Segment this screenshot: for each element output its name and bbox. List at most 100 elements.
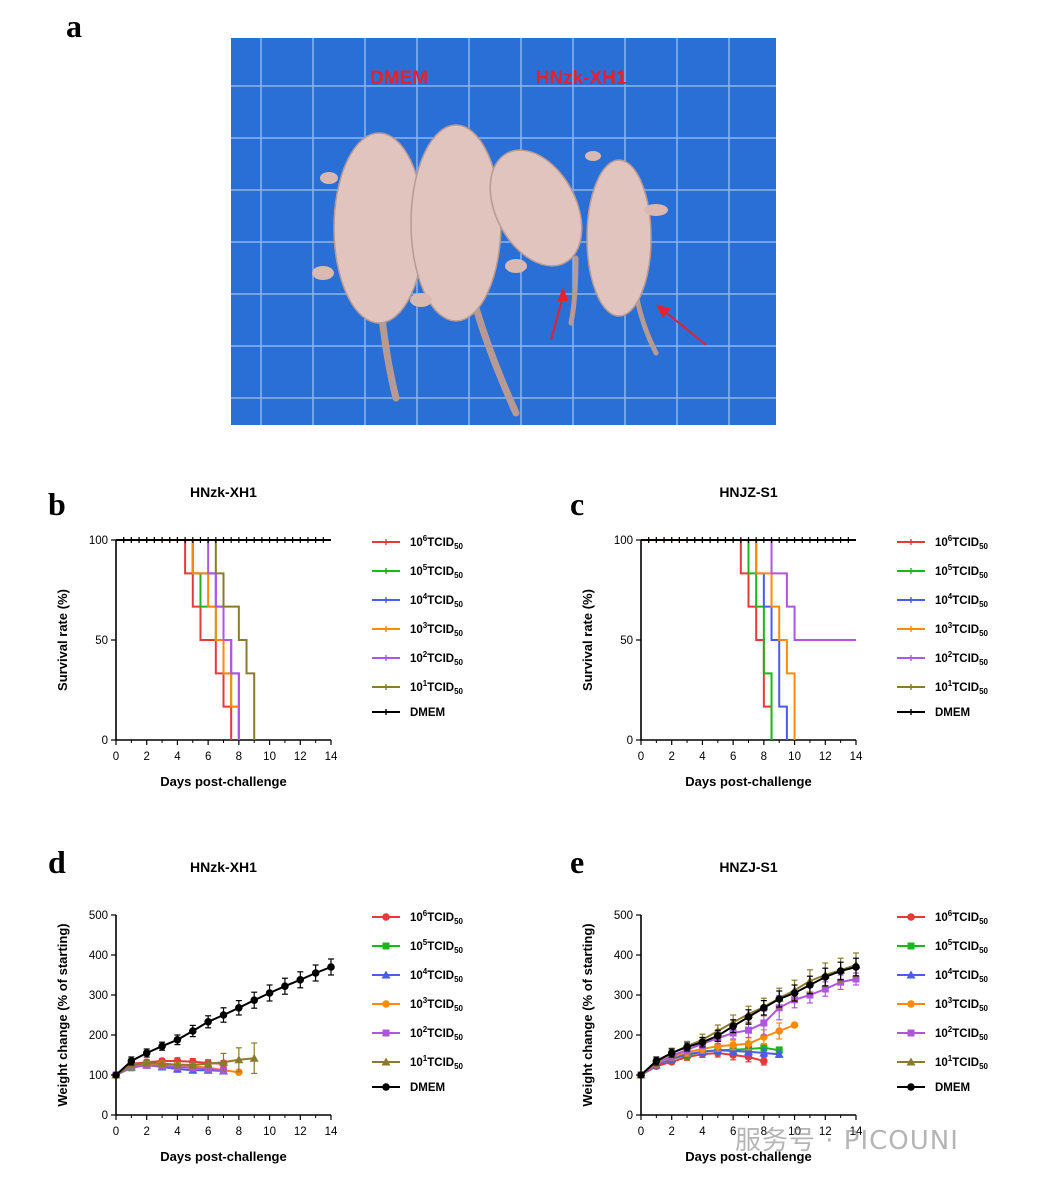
legend-label: 104TCID50 [410, 967, 464, 984]
x-tick-label: 6 [205, 751, 211, 763]
data-point [760, 1019, 768, 1027]
legend-subscript: 50 [979, 542, 988, 551]
legend-unit: TCID [427, 624, 454, 636]
data-point [188, 1060, 198, 1069]
legend-prefix: 10 [410, 1028, 423, 1040]
legend-subscript: 50 [454, 600, 463, 609]
data-point [249, 1053, 259, 1062]
x-tick-label: 0 [113, 751, 119, 763]
legend-subscript: 50 [979, 571, 988, 580]
legend: 106TCID50105TCID50104TCID50103TCID50102T… [372, 534, 464, 719]
mouse-photo-drawing: DMEM HNzk-XH1 [231, 38, 776, 425]
x-tick-label: 4 [174, 1126, 181, 1138]
series-line [115, 1057, 255, 1076]
legend-unit: TCID [427, 566, 454, 578]
legend-label: 106TCID50 [935, 909, 989, 926]
legend-prefix: 10 [410, 970, 423, 982]
x-tick-label: 12 [294, 751, 307, 763]
legend-prefix: 10 [410, 653, 423, 665]
legend-exponent: 6 [423, 909, 428, 918]
panel-letter-e: e [570, 844, 585, 880]
data-point [203, 1059, 213, 1068]
legend-subscript: 50 [454, 658, 463, 667]
series-6 [637, 957, 860, 1079]
y-axis-label: Survival rate (%) [580, 589, 595, 691]
legend-subscript: 50 [454, 946, 463, 955]
legend-exponent: 4 [948, 967, 953, 976]
series-6 [641, 537, 856, 543]
x-tick-label: 8 [236, 751, 242, 763]
y-tick-label: 100 [89, 535, 108, 547]
legend-label: 106TCID50 [935, 534, 989, 551]
legend-prefix: 10 [935, 1028, 948, 1040]
legend-label: 103TCID50 [935, 621, 989, 638]
x-tick-label: 10 [263, 751, 276, 763]
y-tick-label: 0 [102, 735, 108, 747]
y-tick-label: 300 [614, 990, 633, 1002]
data-point [744, 1047, 753, 1056]
legend-prefix: 10 [935, 595, 948, 607]
legend-exponent: 5 [423, 938, 428, 947]
data-point [821, 985, 829, 993]
data-point [729, 1022, 737, 1030]
data-point [381, 970, 391, 979]
legend-prefix: 10 [935, 1057, 948, 1069]
x-tick-label: 8 [236, 1126, 242, 1138]
legend-exponent: 4 [948, 592, 953, 601]
panel-letter-c: c [570, 486, 585, 522]
data-point [219, 1057, 228, 1066]
photo-grid [231, 38, 776, 425]
data-point [296, 976, 305, 984]
legend-prefix: 10 [935, 624, 948, 636]
x-tick-label: 4 [699, 1126, 706, 1138]
data-point [906, 1057, 916, 1066]
y-tick-label: 400 [89, 950, 108, 962]
y-axis-label: Weight change (% of starting) [580, 923, 595, 1106]
data-point [745, 1026, 752, 1034]
data-point [852, 975, 860, 983]
legend-label: 105TCID50 [410, 563, 464, 580]
series-0 [116, 537, 233, 740]
legend-exponent: 5 [948, 938, 953, 947]
data-point [774, 1049, 784, 1058]
mouse-bodies [333, 124, 652, 324]
legend-exponent: 3 [948, 621, 953, 630]
data-point [806, 991, 814, 999]
y-axis-label: Weight change (% of starting) [55, 923, 70, 1106]
legend-exponent: 6 [948, 909, 953, 918]
series-6 [116, 537, 331, 543]
legend-subscript: 50 [979, 975, 988, 984]
legend-subscript: 50 [454, 1004, 463, 1013]
y-tick-label: 500 [614, 910, 633, 922]
x-axis-label: Days post-challenge [685, 774, 811, 789]
legend-subscript: 50 [454, 1062, 463, 1071]
legend-exponent: 2 [948, 650, 953, 659]
series-6 [112, 958, 335, 1079]
data-point [906, 970, 916, 979]
legend-label: 103TCID50 [935, 996, 989, 1013]
legend-unit: TCID [952, 653, 979, 665]
legend-unit: TCID [952, 682, 979, 694]
data-point [265, 989, 274, 997]
legend-subscript: 50 [979, 600, 988, 609]
data-point [112, 1071, 120, 1079]
data-point [158, 1042, 166, 1050]
legend-label: 106TCID50 [410, 534, 464, 551]
data-point [806, 981, 814, 989]
legend-label: 103TCID50 [410, 621, 464, 638]
data-point [204, 1065, 212, 1073]
series-4 [641, 539, 856, 641]
data-point [759, 1048, 769, 1057]
legend-prefix: 10 [935, 537, 948, 549]
legend-subscript: 50 [979, 1004, 988, 1013]
data-point [907, 913, 915, 921]
y-tick-label: 50 [95, 635, 108, 647]
data-point [744, 1040, 753, 1048]
x-tick-label: 2 [144, 751, 150, 763]
x-tick-label: 12 [819, 1126, 832, 1138]
legend-exponent: 2 [423, 650, 428, 659]
survival-step-line [641, 539, 856, 641]
legend-label: 101TCID50 [935, 679, 989, 696]
